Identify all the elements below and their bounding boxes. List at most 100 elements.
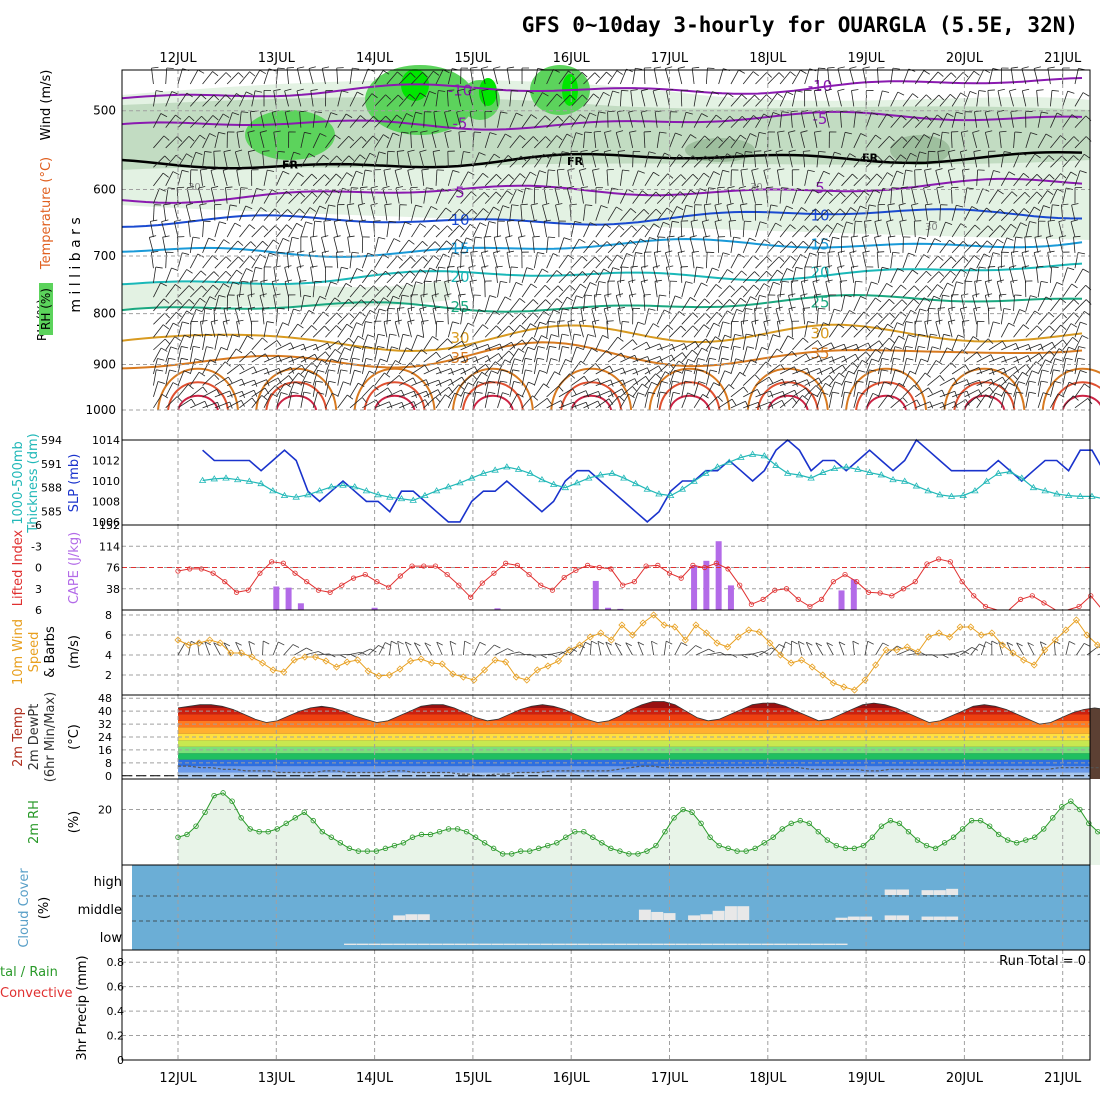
cloud-level-label: high: [94, 875, 122, 890]
wind-barb: [190, 170, 191, 186]
slp-ylabel: SLP (mb): [67, 454, 82, 513]
wind-barb-flag: [654, 67, 661, 68]
wind-barb-flag: [893, 68, 900, 69]
li-tick: 3: [35, 583, 42, 596]
isotherm-label: 20: [450, 268, 469, 286]
sfc-wind-barb: [249, 641, 252, 655]
sfc-wind-barb-flag: [986, 642, 992, 645]
wind-barb: [1001, 252, 1002, 268]
temp-band: [122, 714, 1090, 720]
wind-barb: [227, 295, 228, 311]
cloud-bar: [553, 944, 565, 945]
wind-barb-flag: [507, 67, 514, 68]
isotherm-label: 30: [810, 325, 829, 343]
date-label-bottom: 19JUL: [848, 1071, 886, 1086]
sfc-wind-barb: [886, 646, 897, 655]
wind-tick: 6: [105, 629, 112, 642]
wind-barb-flag: [287, 67, 294, 68]
wind-barb-flag: [585, 132, 592, 133]
sfc-wind-barb-flag: [868, 641, 874, 644]
temp-tick: 16: [98, 744, 112, 757]
sfc-wind-barb: [1076, 643, 1084, 655]
sfc-wind-barb: [598, 641, 601, 655]
precip-tick: 0: [117, 1054, 124, 1067]
sfc-wind-barb-flag: [293, 645, 299, 648]
temp-ylabel-1: 2m Temp: [11, 707, 26, 767]
wind-barb-flag: [521, 204, 528, 205]
cloud-bar: [860, 917, 872, 920]
sfc-wind-barb: [675, 643, 681, 655]
cloud-bar: [713, 911, 725, 920]
panel-frame: [122, 950, 1090, 1060]
temp-band: [122, 740, 1090, 746]
temp-tick: 32: [98, 718, 112, 731]
wind-barb-flag: [840, 111, 847, 112]
precip-tick: 0.8: [107, 956, 125, 969]
date-label-top: 18JUL: [749, 51, 787, 66]
cloud-bg: [132, 865, 1090, 950]
wind-barb-flag: [388, 308, 395, 309]
temp-tick: 24: [98, 731, 112, 744]
cloud-ylabel-unit: (%): [37, 897, 52, 920]
cloud-bar: [664, 913, 676, 920]
sfc-wind-barb-flag: [992, 641, 998, 644]
date-label-bottom: 12JUL: [159, 1071, 197, 1086]
date-label-bottom: 20JUL: [946, 1071, 984, 1086]
wind-barb-flag: [558, 321, 565, 322]
cloud-bar: [627, 944, 639, 945]
date-label-top: 14JUL: [356, 51, 394, 66]
cloud-bar: [565, 944, 577, 945]
cloud-bar: [381, 944, 393, 945]
sfc-wind-barb-flag: [591, 641, 597, 644]
cloud-level-label: middle: [78, 903, 122, 918]
wind-barb-flag: [678, 67, 685, 69]
wind-barb-flag: [1011, 67, 1018, 68]
rh2m-ylabel-unit: (%): [67, 811, 82, 834]
thickness-tick: 588: [41, 482, 62, 495]
cloud-bar: [713, 944, 725, 945]
wind-barb: [448, 151, 449, 167]
cloud-bar: [836, 918, 848, 920]
wind-barb-flag: [1022, 67, 1029, 69]
sfc-wind-barb-flag: [651, 641, 657, 644]
run-total-label: Run Total = 0: [999, 954, 1086, 969]
wind-barb-flag: [511, 267, 518, 268]
wind-barb: [411, 295, 412, 311]
cape-tick: 114: [99, 540, 120, 553]
sfc-wind-barb: [651, 641, 653, 655]
slp-tick: 1010: [92, 475, 120, 488]
sfc-wind-barb: [263, 641, 264, 655]
isotherm-label: 10: [810, 206, 829, 224]
sfc-wind-barb: [368, 645, 378, 655]
precip-ylabel: 3hr Precip (mm): [75, 955, 90, 1060]
cloud-bar: [590, 944, 602, 945]
temp-bands: [122, 701, 1090, 779]
wind-barb-flag: [850, 67, 857, 69]
chart-title: GFS 0~10day 3-hourly for OUARGLA (5.5E, …: [522, 13, 1078, 37]
rh2m-tick: 20: [98, 804, 112, 817]
li-ylabel: Lifted Index: [11, 529, 26, 606]
cloud-bar: [848, 917, 860, 920]
date-label-bottom: 13JUL: [258, 1071, 296, 1086]
panels-layer: 12JUL12JUL13JUL13JUL14JUL14JUL15JUL15JUL…: [0, 51, 1100, 1086]
cloud-bar: [528, 944, 540, 945]
cloud-bar: [639, 910, 651, 920]
cloud-bar: [786, 944, 798, 945]
date-label-top: 21JUL: [1044, 51, 1082, 66]
date-label-top: 17JUL: [651, 51, 689, 66]
sfc-wind-barb-flag: [278, 642, 284, 645]
sfc-wind-barb-flag: [585, 642, 591, 645]
sfc-wind-barb: [798, 641, 801, 655]
precip-tick: 0.6: [107, 981, 125, 994]
sfc-wind-barb: [474, 642, 480, 655]
sfc-wind-barb: [463, 641, 464, 655]
cloud-bar: [664, 944, 676, 945]
isotherm-label: 15: [450, 240, 469, 258]
wind-barb-flag: [322, 67, 329, 68]
wind-barb-flag: [665, 67, 672, 69]
temp-band: [122, 766, 1090, 772]
cape-bar: [728, 585, 734, 610]
cloud-bar: [946, 889, 958, 895]
sfc-wind-barb: [853, 641, 855, 655]
temp-band: [122, 753, 1090, 759]
